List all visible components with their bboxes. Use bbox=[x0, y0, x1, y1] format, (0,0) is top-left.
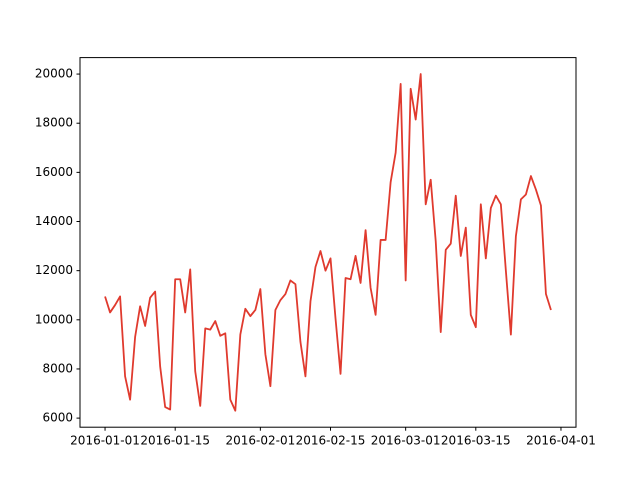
x-tick-label: 2016-01-15 bbox=[140, 434, 210, 448]
axes-frame bbox=[79, 57, 577, 428]
line bbox=[104, 73, 552, 412]
x-tick-label: 2016-03-15 bbox=[441, 434, 511, 448]
x-tick-label: 2016-02-01 bbox=[225, 434, 295, 448]
x-tick-label: 2016-04-01 bbox=[526, 434, 596, 448]
y-tick-label: 10000 bbox=[35, 312, 73, 326]
x-tick-label: 2016-01-01 bbox=[70, 434, 140, 448]
y-tick-label: 20000 bbox=[35, 67, 73, 81]
x-tick-label: 2016-03-01 bbox=[371, 434, 441, 448]
y-tick-label: 8000 bbox=[42, 361, 73, 375]
y-tick-label: 12000 bbox=[35, 263, 73, 277]
y-tick-label: 18000 bbox=[35, 116, 73, 130]
y-tick-label: 6000 bbox=[42, 411, 73, 425]
x-tick-label: 2016-02-15 bbox=[296, 434, 366, 448]
y-tick-label: 16000 bbox=[35, 165, 73, 179]
y-tick-label: 14000 bbox=[35, 214, 73, 228]
